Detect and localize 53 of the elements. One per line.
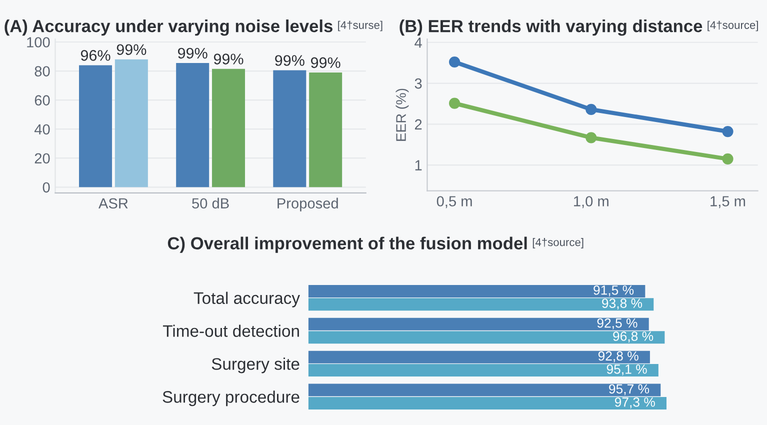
text: [4†surse] xyxy=(338,20,382,32)
chart-title: (A) Accuracy under varying noise levels xyxy=(4,19,332,36)
y-tick-label: 2 xyxy=(414,119,422,130)
y-tick-label: Surgery site xyxy=(212,358,300,374)
y-tick-label: 40 xyxy=(34,124,50,135)
chart-title: (B) EER trends with varying distance xyxy=(400,19,702,36)
annotation: 99% xyxy=(214,54,244,64)
bar xyxy=(212,68,246,188)
y-tick-label: Total accuracy xyxy=(194,292,300,308)
annotation: 99% xyxy=(116,44,146,56)
bar xyxy=(114,59,148,188)
data-label: 95,7 % xyxy=(609,384,650,396)
point xyxy=(448,98,460,109)
point xyxy=(722,153,734,164)
annotation: 96% xyxy=(80,50,110,61)
y-tick-label: 20 xyxy=(34,153,50,164)
annotation: 99% xyxy=(311,57,340,68)
y-tick-label: 60 xyxy=(34,95,50,106)
chart-title: C) Overall improvement of the fusion model xyxy=(168,236,527,253)
data-label: 95,1 % xyxy=(606,364,647,376)
bar xyxy=(273,70,306,188)
point xyxy=(448,56,460,68)
y-tick-label: 4 xyxy=(414,38,422,48)
data-label: 97,3 % xyxy=(614,397,655,408)
point xyxy=(586,132,597,144)
y-tick-label: Time-out detection xyxy=(162,324,299,337)
x-tick-label: 0,5 m xyxy=(436,196,472,208)
bar xyxy=(309,72,342,188)
text: [4†source] xyxy=(708,20,758,32)
y-tick-label: 1 xyxy=(415,160,422,170)
annotation: 99% xyxy=(275,55,304,66)
point xyxy=(722,126,734,138)
y-tick-label: 3 xyxy=(414,78,422,89)
data-label: 91,5 % xyxy=(594,285,634,296)
bar xyxy=(79,65,112,188)
y-axis-title: EER (%) xyxy=(396,88,409,141)
x-tick-label: 1,5 m xyxy=(710,196,746,208)
annotation: 99% xyxy=(178,48,208,59)
x-tick-label: Proposed xyxy=(278,198,338,212)
y-tick-label: 80 xyxy=(34,66,50,76)
text: [4†source] xyxy=(532,238,584,248)
y-tick-label: Surgery procedure xyxy=(162,390,300,406)
data-label: 92,5 % xyxy=(597,318,638,330)
data-label: 93,8 % xyxy=(602,298,642,310)
y-tick-label: 100 xyxy=(27,37,50,48)
x-tick-label: 1,0 m xyxy=(574,196,608,208)
bar xyxy=(176,63,210,188)
data-label: 92,8 % xyxy=(598,351,638,362)
x-tick-label: 50 dB xyxy=(192,198,229,209)
x-tick-label: ASR xyxy=(98,198,128,209)
data-label: 96,8 % xyxy=(613,332,654,342)
point xyxy=(586,104,597,115)
y-tick-label: 0 xyxy=(42,182,50,193)
